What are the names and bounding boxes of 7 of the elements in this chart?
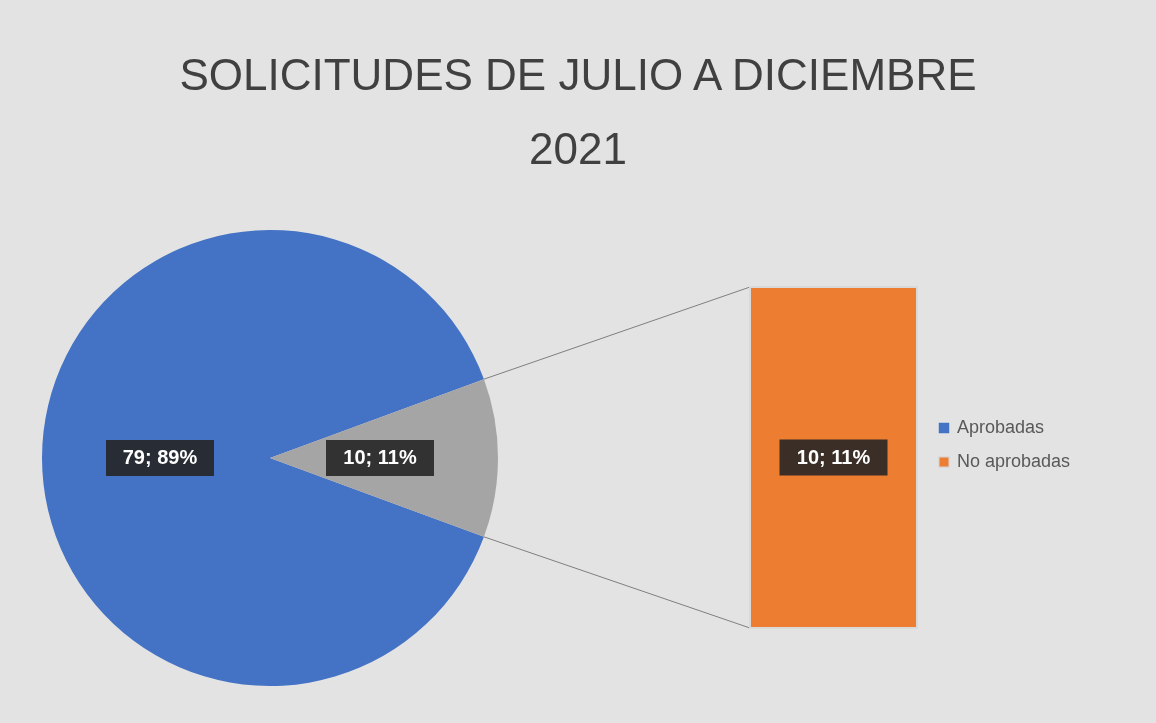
legend-label: Aprobadas — [957, 417, 1045, 437]
series-label: No aprobadas — [957, 451, 1071, 471]
chart-title: SOLICITUDES DE JULIO A DICIEMBRE 2021 — [178, 49, 978, 175]
data-label: 10; 11% — [343, 446, 417, 468]
text: 10; 11% — [796, 445, 871, 468]
data-label: 79; 89% — [122, 446, 198, 468]
pie-slice — [42, 230, 484, 686]
